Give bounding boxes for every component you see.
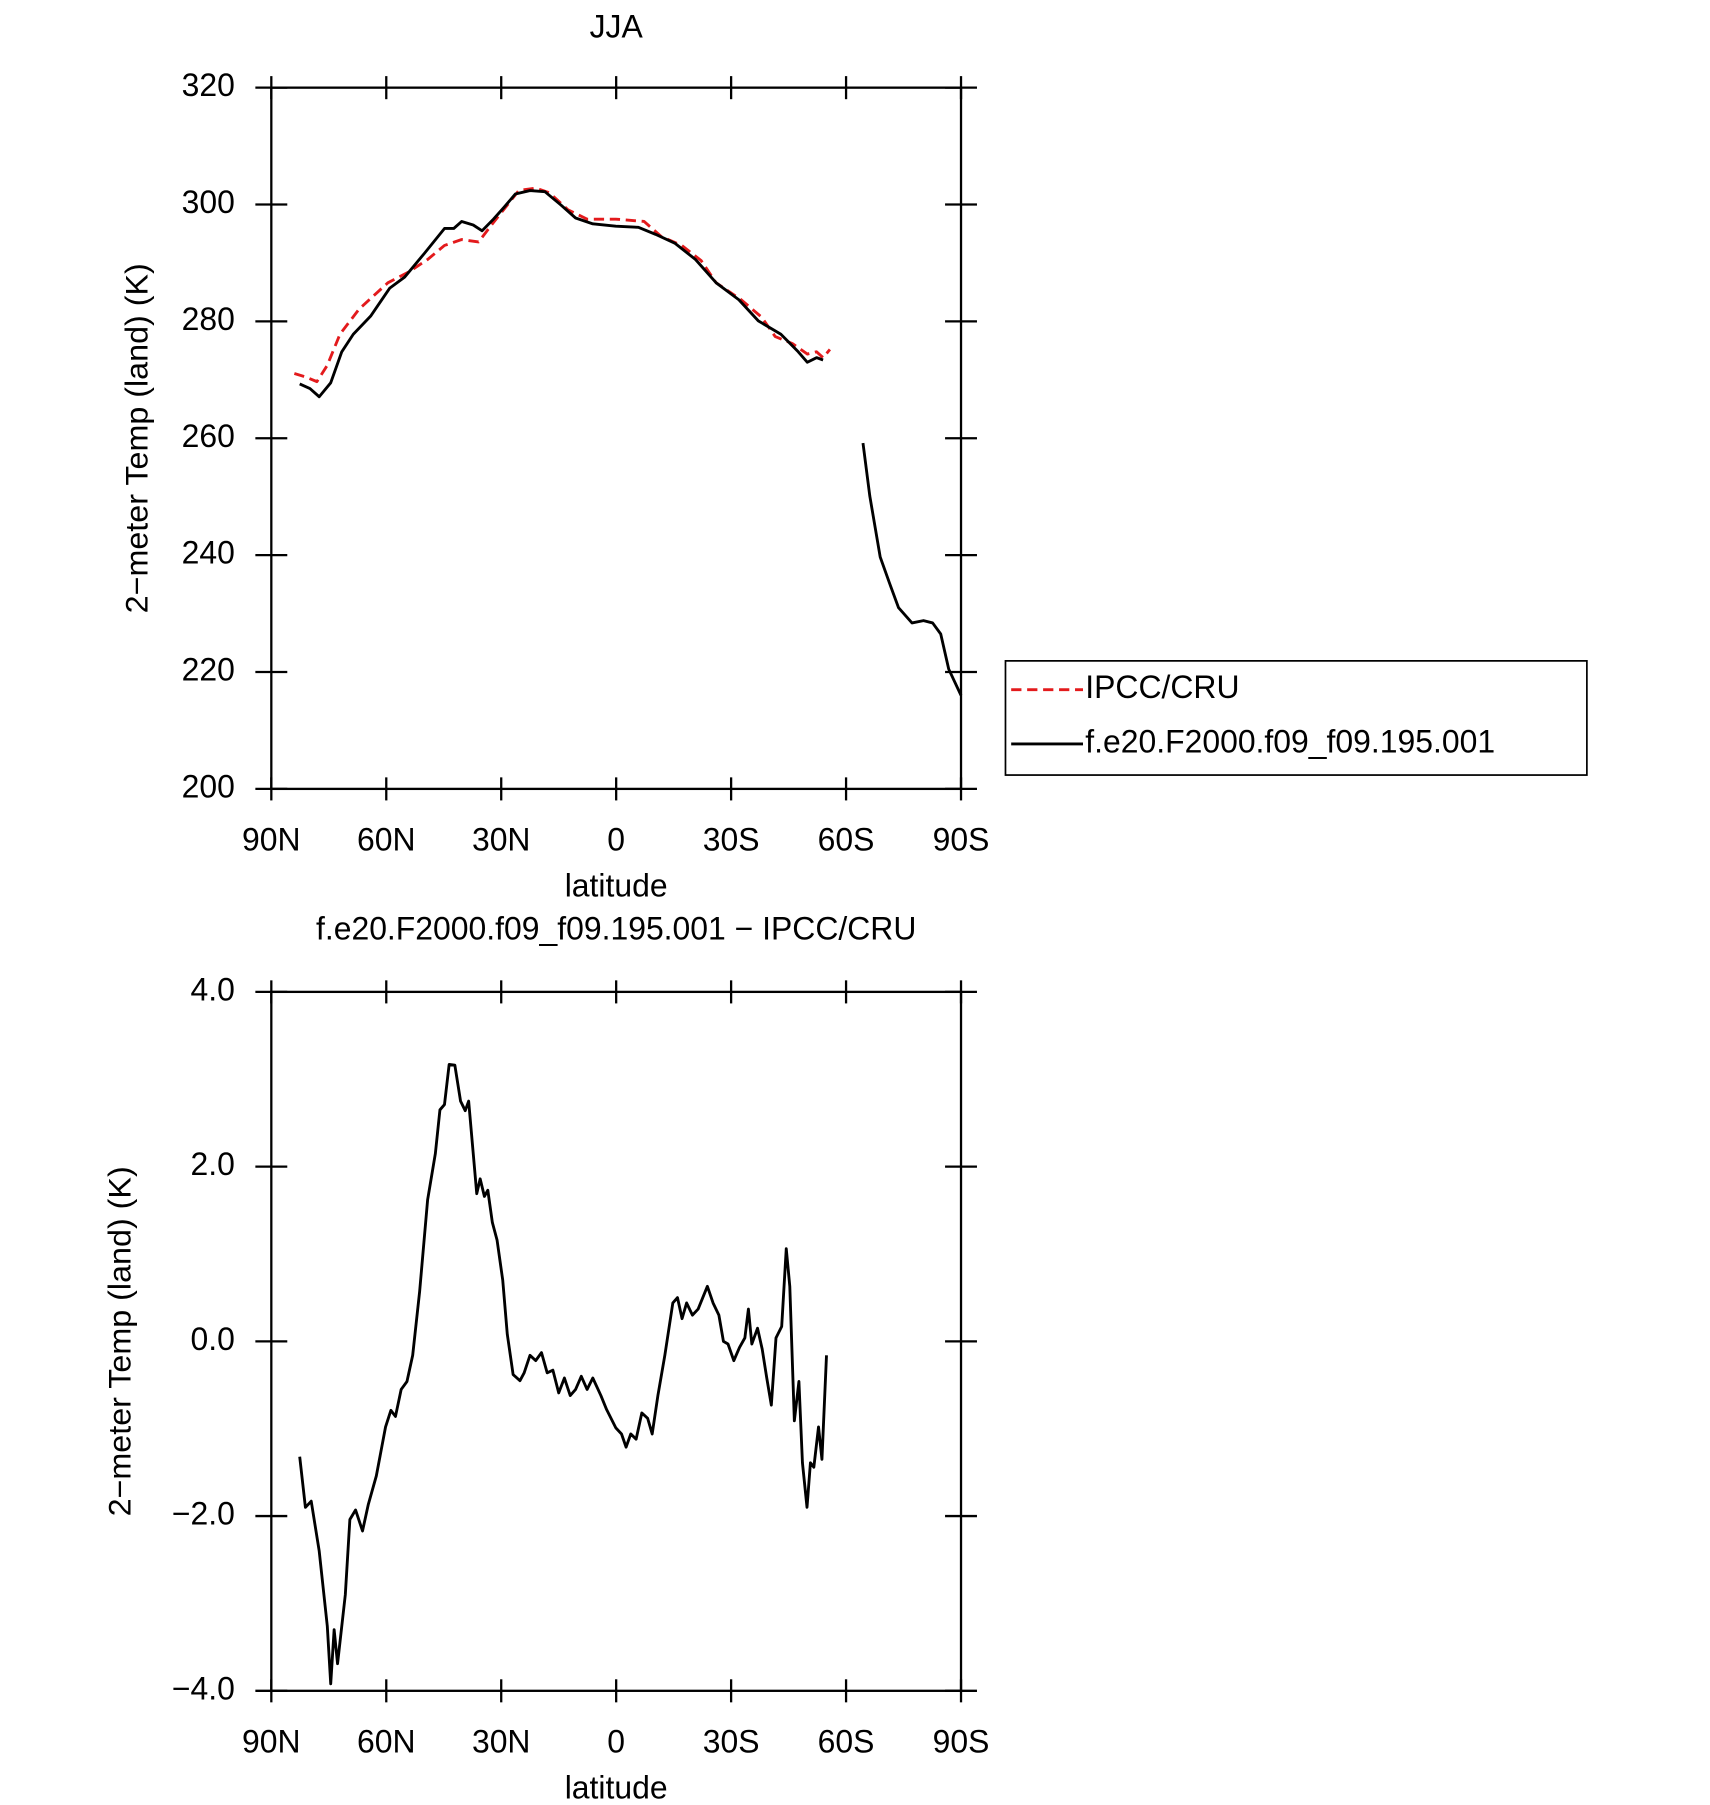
y-tick-label: 2.0 [190, 1146, 234, 1182]
x-tick-label: 60N [357, 821, 416, 857]
y-tick-label: 0.0 [190, 1321, 234, 1357]
plot-frame [270, 86, 963, 791]
y-tick-label: 260 [182, 418, 235, 454]
x-axis-label: latitude [565, 867, 668, 903]
x-tick-label: 60S [818, 821, 875, 857]
x-tick-label: 90S [933, 821, 990, 857]
x-tick-label: 60N [357, 1723, 416, 1759]
legend-label: f.e20.F2000.f09_f09.195.001 [1085, 723, 1495, 759]
y-tick-label: 4.0 [190, 971, 234, 1007]
x-axis-label: latitude [565, 1769, 668, 1805]
x-tick-label: 0 [607, 1723, 625, 1759]
x-tick-label: 60S [818, 1723, 875, 1759]
y-tick-label: 200 [182, 768, 235, 804]
x-tick-label: 90N [242, 1723, 301, 1759]
y-tick-label: 240 [182, 535, 235, 571]
plot-frame [270, 990, 963, 1692]
x-tick-label: 90N [242, 821, 301, 857]
x-tick-label: 0 [607, 821, 625, 857]
legend-label: IPCC/CRU [1085, 669, 1239, 705]
data-line [299, 189, 963, 696]
x-tick-label: 30S [703, 1723, 760, 1759]
y-tick-label: 300 [182, 184, 235, 220]
y-tick-label: 220 [182, 651, 235, 687]
x-tick-label: 90S [933, 1723, 990, 1759]
y-tick-label: 320 [182, 67, 235, 103]
legend-box [1004, 660, 1588, 776]
x-tick-label: 30S [703, 821, 760, 857]
chart-title: f.e20.F2000.f09_f09.195.001 − IPCC/CRU [316, 910, 916, 946]
y-axis-label: 2−meter Temp (land) (K) [102, 1166, 138, 1516]
data-line [293, 186, 832, 384]
x-tick-label: 30N [472, 1723, 531, 1759]
x-tick-label: 30N [472, 821, 531, 857]
y-tick-label: 280 [182, 301, 235, 337]
y-axis-label: 2−meter Temp (land) (K) [119, 263, 155, 613]
data-line [298, 1062, 828, 1686]
chart-title: JJA [590, 8, 644, 44]
y-tick-label: −4.0 [172, 1670, 235, 1706]
y-tick-label: −2.0 [172, 1495, 235, 1531]
